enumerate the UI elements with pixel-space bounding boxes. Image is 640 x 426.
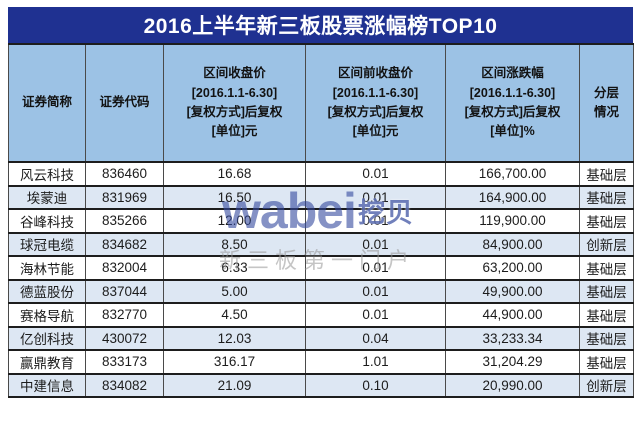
cell-prev-close: 0.10 <box>305 372 446 398</box>
cell-code: 832004 <box>85 255 164 281</box>
cell-close: 316.17 <box>163 349 306 375</box>
cell-close: 12.00 <box>163 208 306 234</box>
table-row: 中建信息 834082 21.09 0.10 20,990.00 创新层 <box>8 372 634 398</box>
cell-change-pct: 119,900.00 <box>445 208 580 234</box>
header-cell-change-pct: 区间涨跌幅 [2016.1.1-6.30] [复权方式]后复权 [单位]% <box>445 43 580 163</box>
cell-change-pct: 166,700.00 <box>445 161 580 187</box>
cell-close: 21.09 <box>163 372 306 398</box>
cell-name: 亿创科技 <box>8 325 86 351</box>
header-cell-prev-close: 区间前收盘价 [2016.1.1-6.30] [复权方式]后复权 [单位]元 <box>305 43 446 163</box>
cell-close: 5.00 <box>163 278 306 304</box>
header-cell-code: 证券代码 <box>85 43 164 163</box>
table-row: 谷峰科技 835266 12.00 0.01 119,900.00 基础层 <box>8 208 634 234</box>
cell-close: 8.50 <box>163 231 306 257</box>
cell-name: 赢鼎教育 <box>8 349 86 375</box>
cell-code: 831969 <box>85 184 164 210</box>
cell-name: 埃蒙迪 <box>8 184 86 210</box>
cell-close: 16.68 <box>163 161 306 187</box>
table-row: 德蓝股份 837044 5.00 0.01 49,900.00 基础层 <box>8 278 634 304</box>
cell-change-pct: 84,900.00 <box>445 231 580 257</box>
table-header: 证券简称 证券代码 区间收盘价 [2016.1.1-6.30] [复权方式]后复… <box>8 43 634 163</box>
cell-close: 12.03 <box>163 325 306 351</box>
cell-tier: 基础层 <box>579 161 634 187</box>
cell-name: 德蓝股份 <box>8 278 86 304</box>
cell-close: 16.50 <box>163 184 306 210</box>
cell-prev-close: 0.01 <box>305 184 446 210</box>
cell-change-pct: 20,990.00 <box>445 372 580 398</box>
table-body: 风云科技 836460 16.68 0.01 166,700.00 基础层 埃蒙… <box>8 161 634 398</box>
cell-name: 海林节能 <box>8 255 86 281</box>
table-row: 赢鼎教育 833173 316.17 1.01 31,204.29 基础层 <box>8 349 634 375</box>
table-row: 球冠电缆 834682 8.50 0.01 84,900.00 创新层 <box>8 231 634 257</box>
cell-prev-close: 0.01 <box>305 208 446 234</box>
cell-code: 836460 <box>85 161 164 187</box>
cell-code: 834682 <box>85 231 164 257</box>
cell-name: 中建信息 <box>8 372 86 398</box>
cell-code: 837044 <box>85 278 164 304</box>
cell-name: 风云科技 <box>8 161 86 187</box>
header-row: 证券简称 证券代码 区间收盘价 [2016.1.1-6.30] [复权方式]后复… <box>8 43 634 163</box>
cell-change-pct: 49,900.00 <box>445 278 580 304</box>
cell-close: 6.33 <box>163 255 306 281</box>
cell-tier: 创新层 <box>579 372 634 398</box>
cell-change-pct: 31,204.29 <box>445 349 580 375</box>
cell-code: 835266 <box>85 208 164 234</box>
cell-change-pct: 33,233.34 <box>445 325 580 351</box>
cell-code: 833173 <box>85 349 164 375</box>
header-cell-name: 证券简称 <box>8 43 86 163</box>
cell-change-pct: 164,900.00 <box>445 184 580 210</box>
cell-tier: 基础层 <box>579 184 634 210</box>
header-cell-tier: 分层 情况 <box>579 43 634 163</box>
header-cell-close: 区间收盘价 [2016.1.1-6.30] [复权方式]后复权 [单位]元 <box>163 43 306 163</box>
cell-code: 832770 <box>85 302 164 328</box>
cell-name: 赛格导航 <box>8 302 86 328</box>
title-bar: 2016上半年新三板股票涨幅榜TOP10 <box>8 7 633 43</box>
cell-close: 4.50 <box>163 302 306 328</box>
cell-prev-close: 0.01 <box>305 161 446 187</box>
cell-tier: 创新层 <box>579 231 634 257</box>
cell-change-pct: 44,900.00 <box>445 302 580 328</box>
cell-prev-close: 0.01 <box>305 278 446 304</box>
cell-code: 430072 <box>85 325 164 351</box>
cell-tier: 基础层 <box>579 349 634 375</box>
cell-prev-close: 1.01 <box>305 349 446 375</box>
cell-prev-close: 0.01 <box>305 231 446 257</box>
cell-change-pct: 63,200.00 <box>445 255 580 281</box>
cell-tier: 基础层 <box>579 302 634 328</box>
table-row: 海林节能 832004 6.33 0.01 63,200.00 基础层 <box>8 255 634 281</box>
table-row: 风云科技 836460 16.68 0.01 166,700.00 基础层 <box>8 161 634 187</box>
page-title: 2016上半年新三板股票涨幅榜TOP10 <box>143 15 498 38</box>
cell-name: 谷峰科技 <box>8 208 86 234</box>
cell-tier: 基础层 <box>579 278 634 304</box>
table-row: 埃蒙迪 831969 16.50 0.01 164,900.00 基础层 <box>8 184 634 210</box>
table-row: 亿创科技 430072 12.03 0.04 33,233.34 基础层 <box>8 325 634 351</box>
cell-prev-close: 0.01 <box>305 255 446 281</box>
cell-tier: 基础层 <box>579 325 634 351</box>
table-row: 赛格导航 832770 4.50 0.01 44,900.00 基础层 <box>8 302 634 328</box>
cell-tier: 基础层 <box>579 255 634 281</box>
stock-rank-table: 证券简称 证券代码 区间收盘价 [2016.1.1-6.30] [复权方式]后复… <box>8 43 634 398</box>
cell-name: 球冠电缆 <box>8 231 86 257</box>
cell-tier: 基础层 <box>579 208 634 234</box>
cell-code: 834082 <box>85 372 164 398</box>
cell-prev-close: 0.04 <box>305 325 446 351</box>
cell-prev-close: 0.01 <box>305 302 446 328</box>
